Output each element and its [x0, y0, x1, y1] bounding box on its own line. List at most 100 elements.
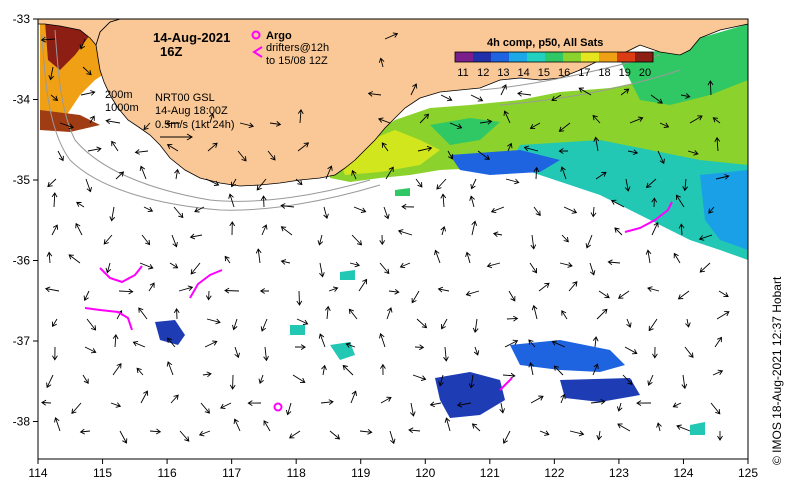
current-arrow — [349, 261, 361, 268]
current-arrow — [490, 206, 505, 214]
current-arrow — [388, 288, 400, 295]
x-tick-label: 120 — [415, 466, 435, 480]
current-arrow — [698, 234, 713, 241]
colorbar-tick-label: 18 — [598, 67, 610, 79]
sst-swaths — [40, 20, 748, 435]
current-arrow — [329, 430, 341, 440]
current-arrow — [473, 346, 480, 356]
current-arrow — [429, 401, 442, 408]
current-arrow — [440, 318, 448, 330]
current-arrow — [139, 165, 147, 180]
product-line3: 0.5m/s (1kt 24h) — [155, 119, 234, 131]
current-arrow — [436, 178, 447, 190]
current-arrow — [348, 308, 358, 320]
current-arrow — [105, 118, 121, 125]
current-arrow — [508, 290, 516, 302]
current-arrow — [294, 344, 306, 350]
current-arrow — [492, 231, 503, 238]
current-arrow — [595, 171, 607, 180]
current-arrow — [289, 430, 301, 439]
current-arrow — [551, 340, 566, 348]
current-arrow — [593, 136, 600, 152]
colorbar-tick-label: 19 — [619, 67, 631, 79]
current-arrow — [409, 402, 416, 417]
current-arrow — [83, 290, 90, 301]
current-arrow — [82, 66, 92, 76]
y-tick-label: -34 — [13, 93, 31, 107]
current-arrow — [170, 394, 179, 404]
current-arrow — [167, 337, 176, 348]
argo-float — [273, 402, 283, 412]
current-arrow — [410, 83, 418, 96]
current-arrow — [676, 424, 691, 432]
current-arrow — [367, 91, 382, 97]
current-arrow — [328, 286, 339, 292]
current-arrow — [517, 90, 532, 97]
current-arrow — [174, 168, 180, 180]
current-arrow — [500, 84, 507, 96]
colorbar-tick-label: 16 — [558, 67, 570, 79]
current-arrow — [399, 262, 411, 269]
map-frame — [37, 18, 749, 460]
current-arrow — [296, 290, 303, 306]
current-arrow — [440, 94, 453, 102]
x-axis: 114 115 116 117 118 119 120 121 122 123 124 125 — [28, 459, 758, 480]
current-arrow — [678, 223, 685, 236]
current-arrow — [589, 262, 596, 276]
current-arrow — [143, 206, 154, 213]
current-arrow — [110, 402, 122, 408]
current-arrow — [378, 57, 385, 68]
current-arrow — [52, 318, 58, 328]
current-arrow — [592, 336, 599, 348]
current-arrow — [712, 369, 724, 376]
colorbar-tick-label: 14 — [518, 67, 530, 79]
current-arrow — [345, 342, 356, 348]
current-arrow — [319, 262, 325, 278]
current-arrow — [712, 117, 721, 124]
current-arrow — [263, 420, 271, 432]
current-arrow — [529, 122, 541, 130]
current-arrow — [103, 234, 113, 245]
current-arrow — [206, 318, 221, 325]
current-arrow — [507, 142, 513, 152]
current-arrow — [380, 396, 392, 404]
current-arrow — [408, 427, 421, 434]
current-arrow — [115, 171, 125, 180]
current-arrow — [699, 262, 711, 273]
current-arrow — [645, 249, 652, 264]
x-tick-label: 121 — [480, 466, 500, 480]
current-arrow — [111, 140, 119, 152]
current-arrow — [528, 362, 535, 376]
current-arrow — [269, 121, 282, 127]
current-arrow — [71, 402, 82, 415]
current-arrow — [317, 234, 324, 246]
current-vectors — [40, 32, 730, 445]
current-arrow — [607, 259, 621, 266]
current-arrow — [416, 318, 428, 329]
current-arrow — [190, 262, 201, 275]
current-arrow — [437, 286, 450, 293]
colorbar-swatch — [545, 52, 564, 62]
current-arrow — [538, 282, 550, 292]
x-tick-label: 124 — [673, 466, 693, 480]
argo-legend-label: Argo — [266, 30, 292, 42]
current-arrow — [560, 393, 566, 404]
current-arrow — [79, 428, 91, 435]
current-arrow — [209, 112, 215, 124]
current-arrow — [383, 206, 390, 220]
current-arrow — [112, 363, 122, 376]
current-arrow — [503, 110, 511, 124]
current-arrow — [627, 149, 639, 156]
current-arrow — [68, 254, 81, 264]
current-arrow — [46, 374, 54, 389]
current-arrow — [569, 430, 585, 437]
current-arrow — [714, 336, 722, 348]
y-tick-label: -36 — [13, 254, 31, 268]
current-arrow — [351, 169, 357, 180]
current-arrow — [207, 142, 218, 152]
current-arrow — [318, 333, 326, 348]
current-arrow — [324, 305, 331, 320]
current-arrow — [179, 430, 190, 442]
current-arrow — [141, 234, 151, 246]
x-tick-label: 116 — [158, 466, 177, 480]
